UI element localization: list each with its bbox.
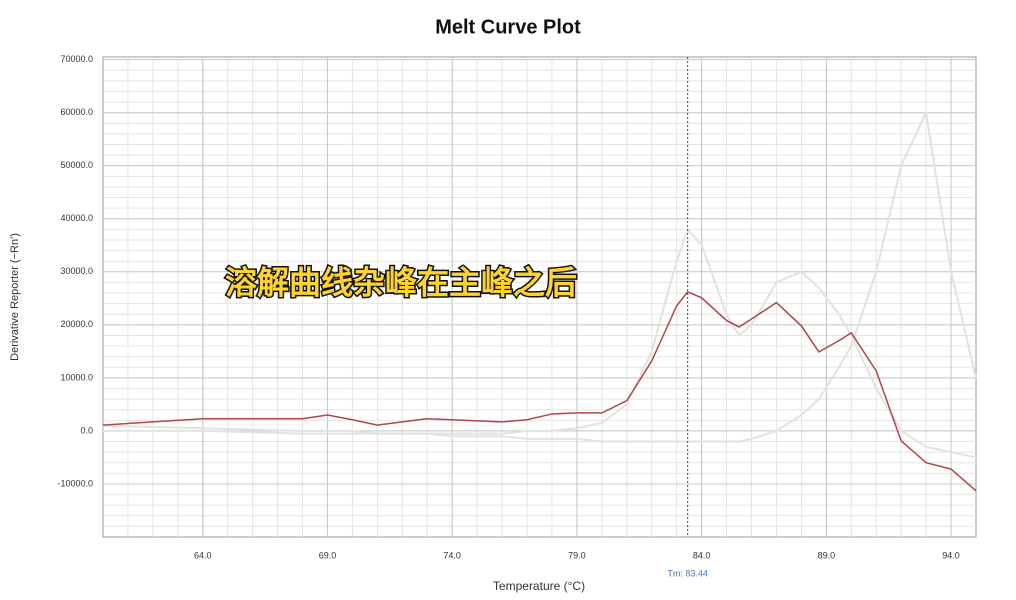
tm-label: Tm: 83.44 — [667, 568, 708, 578]
x-tick-label: 79.0 — [568, 550, 586, 560]
minor-grid — [103, 57, 976, 537]
y-tick-label: 60000.0 — [60, 107, 93, 117]
series-line — [102, 291, 977, 492]
y-tick-label: 50000.0 — [60, 160, 93, 170]
chart-title: Melt Curve Plot — [435, 16, 581, 38]
x-tick-label: 64.0 — [194, 550, 212, 560]
y-tick-label: 10000.0 — [60, 372, 93, 382]
y-axis-label: Derivative Reporter (−Rn') — [9, 233, 21, 361]
y-tick-label: 40000.0 — [60, 213, 93, 223]
plot-area — [102, 56, 977, 538]
y-tick-label: 30000.0 — [60, 266, 93, 276]
y-tick-label: -10000.0 — [57, 478, 93, 488]
series-line — [102, 109, 977, 443]
x-tick-label: 69.0 — [319, 550, 337, 560]
y-tick-label: 20000.0 — [60, 319, 93, 329]
y-tick-label: 0.0 — [80, 425, 93, 435]
y-tick-label: 70000.0 — [60, 54, 93, 64]
x-axis-label: Temperature (°C) — [493, 579, 585, 593]
x-tick-label: 84.0 — [693, 550, 711, 560]
x-tick-label: 94.0 — [942, 550, 960, 560]
x-tick-label: 74.0 — [443, 550, 461, 560]
x-tick-label: 89.0 — [818, 550, 836, 560]
overlay-caption: 溶解曲线杂峰在主峰之后 — [225, 264, 577, 300]
